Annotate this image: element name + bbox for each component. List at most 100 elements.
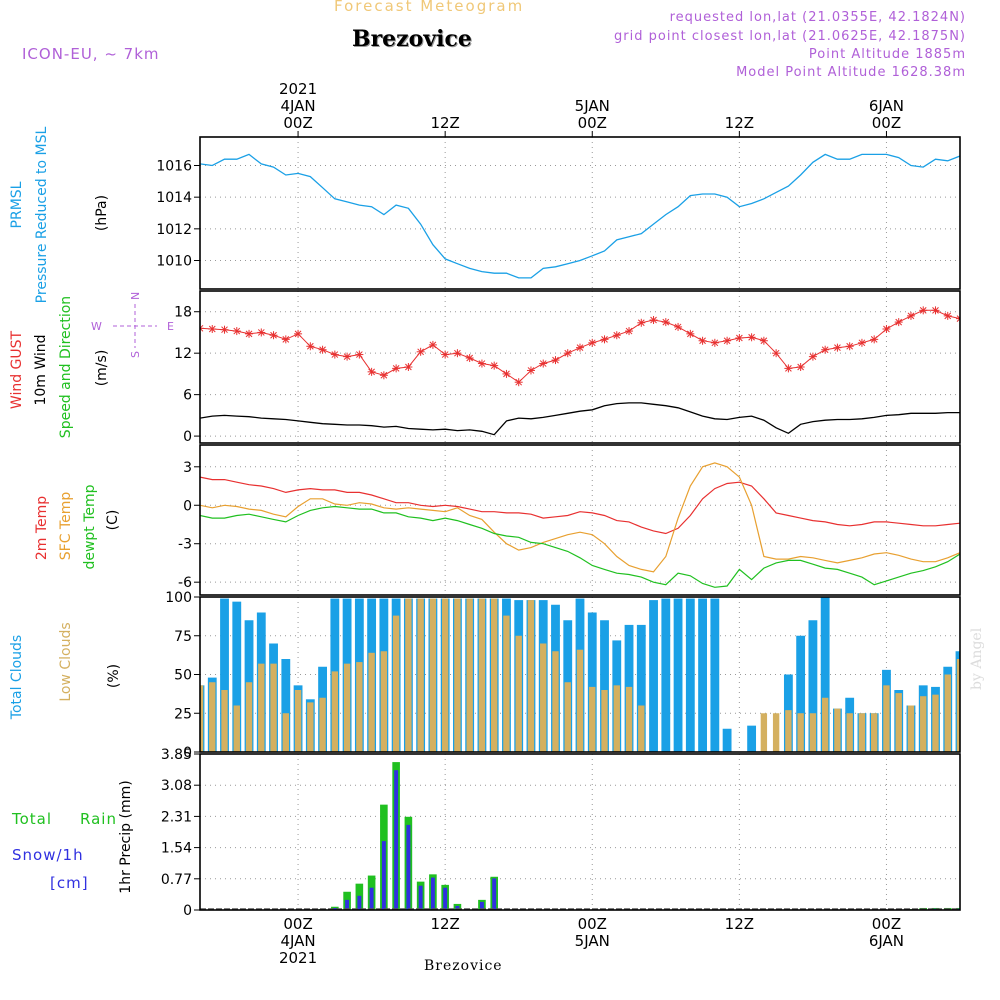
low-cloud-bar — [417, 598, 424, 752]
wind-ylabel-gust: Wind GUST — [9, 330, 25, 409]
clouds-ylabel-units: (%) — [106, 664, 122, 688]
total-cloud-bar — [747, 725, 757, 752]
gust-marker — [441, 350, 450, 359]
gust-marker — [200, 324, 204, 333]
total-cloud-bar — [808, 620, 818, 752]
time-label-top: 00Z — [283, 114, 312, 132]
temperature-frame — [199, 444, 961, 596]
gust-marker — [306, 342, 315, 351]
legend-units: [cm] — [50, 874, 89, 892]
gust-marker — [502, 369, 511, 378]
sfc-temp-line — [200, 462, 960, 573]
gust-marker — [576, 343, 584, 352]
snow-bar — [492, 878, 497, 910]
low-cloud-bar — [270, 663, 277, 752]
gust-marker — [245, 329, 254, 338]
closest-coordinates: grid point closest lon,lat (21.0625E, 42… — [614, 29, 966, 44]
precip-ytick-label: 0.77 — [161, 872, 192, 888]
total-cloud-bar — [722, 728, 732, 752]
compass-south: S — [129, 351, 142, 358]
low-cloud-bar — [527, 600, 535, 752]
gust-marker — [808, 352, 817, 361]
gust-marker — [735, 333, 744, 342]
gust-markers — [200, 306, 960, 387]
wind-background — [200, 291, 960, 443]
gust-marker — [514, 378, 523, 387]
low-cloud-bar — [552, 651, 559, 752]
legend-snow: Snow/1h — [12, 846, 84, 864]
total-cloud-bar — [281, 659, 291, 752]
low-cloud-bar — [871, 713, 878, 752]
gust-marker — [661, 318, 670, 327]
low-cloud-bar — [356, 662, 363, 752]
compass-rose: N S W E — [91, 292, 174, 358]
low-cloud-bar — [760, 713, 768, 752]
gust-marker — [232, 327, 241, 336]
low-cloud-bar — [576, 649, 584, 752]
wind-ytick-label: 12 — [174, 346, 192, 362]
temperature-background — [200, 445, 960, 595]
temperature-ytick-label: 3 — [183, 460, 192, 476]
low-cloud-bar — [858, 713, 866, 752]
temp-ylabel-sfc: SFC Temp — [58, 492, 74, 561]
low-cloud-bar — [454, 598, 461, 752]
total-cloud-bar — [600, 620, 609, 752]
pressure-panel: 1010 1012 1014 1016 — [156, 137, 960, 289]
wind-ytick-label: 18 — [174, 305, 192, 321]
clouds-frame — [199, 596, 961, 753]
temp-ylabel-units: (C) — [105, 510, 121, 531]
low-cloud-bar — [772, 713, 780, 752]
time-label-bottom: 6JAN — [869, 932, 904, 950]
total-cloud-bar — [649, 600, 658, 752]
low-cloud-bar — [920, 696, 927, 752]
pressure-line — [200, 153, 960, 279]
snow-bar — [369, 887, 374, 910]
total-cloud-bar — [587, 612, 597, 752]
gust-marker — [367, 367, 376, 376]
wind-speed-line — [200, 402, 960, 436]
rain-bar — [993, 902, 1000, 910]
wind-ylabel-10m: 10m Wind — [33, 334, 49, 405]
wind-frame — [199, 290, 961, 444]
time-label-top: 6JAN — [869, 97, 904, 115]
wind-ylabel-units: (m/s) — [94, 350, 110, 387]
gust-marker — [600, 335, 609, 344]
footer-location: Brezovice — [424, 958, 503, 974]
gust-marker — [956, 314, 960, 323]
wind-panel: 0 6 12 18 — [174, 291, 960, 445]
gust-marker — [416, 347, 425, 356]
snow-bar — [455, 905, 460, 910]
time-label-bottom: 00Z — [872, 915, 901, 933]
gust-marker — [772, 349, 781, 358]
gust-marker — [220, 325, 229, 334]
snow-bar — [345, 899, 350, 910]
gust-marker — [379, 371, 388, 380]
pressure-background — [200, 137, 960, 289]
gust-marker — [612, 331, 621, 340]
legend-rain: Rain — [80, 810, 117, 828]
low-cloud-bar — [564, 682, 571, 752]
gust-marker — [526, 366, 535, 375]
compass-west: W — [91, 320, 102, 333]
gust-marker — [833, 343, 842, 352]
pressure-ytick-label: 1014 — [156, 190, 192, 206]
time-label-top: 00Z — [578, 114, 607, 132]
gust-marker — [563, 349, 572, 358]
gust-marker — [625, 327, 634, 336]
total-cloud-bar — [661, 598, 671, 752]
gust-marker — [747, 333, 756, 342]
low-cloud-bar — [821, 697, 829, 752]
low-cloud-bar — [809, 713, 817, 752]
gust-marker — [784, 364, 793, 373]
gust-marker — [943, 311, 952, 320]
time-label-bottom: 00Z — [283, 915, 312, 933]
gust-marker — [882, 325, 891, 333]
gust-marker — [392, 364, 401, 373]
gust-marker — [931, 306, 940, 315]
snow-bar — [970, 908, 974, 910]
low-cloud-bar — [466, 598, 473, 752]
precip-ytick-label: 3.85 — [161, 747, 192, 763]
time-label-bottom: 2021 — [279, 949, 317, 967]
time-label-bottom: 12Z — [430, 915, 459, 933]
low-cloud-bar — [834, 708, 841, 752]
